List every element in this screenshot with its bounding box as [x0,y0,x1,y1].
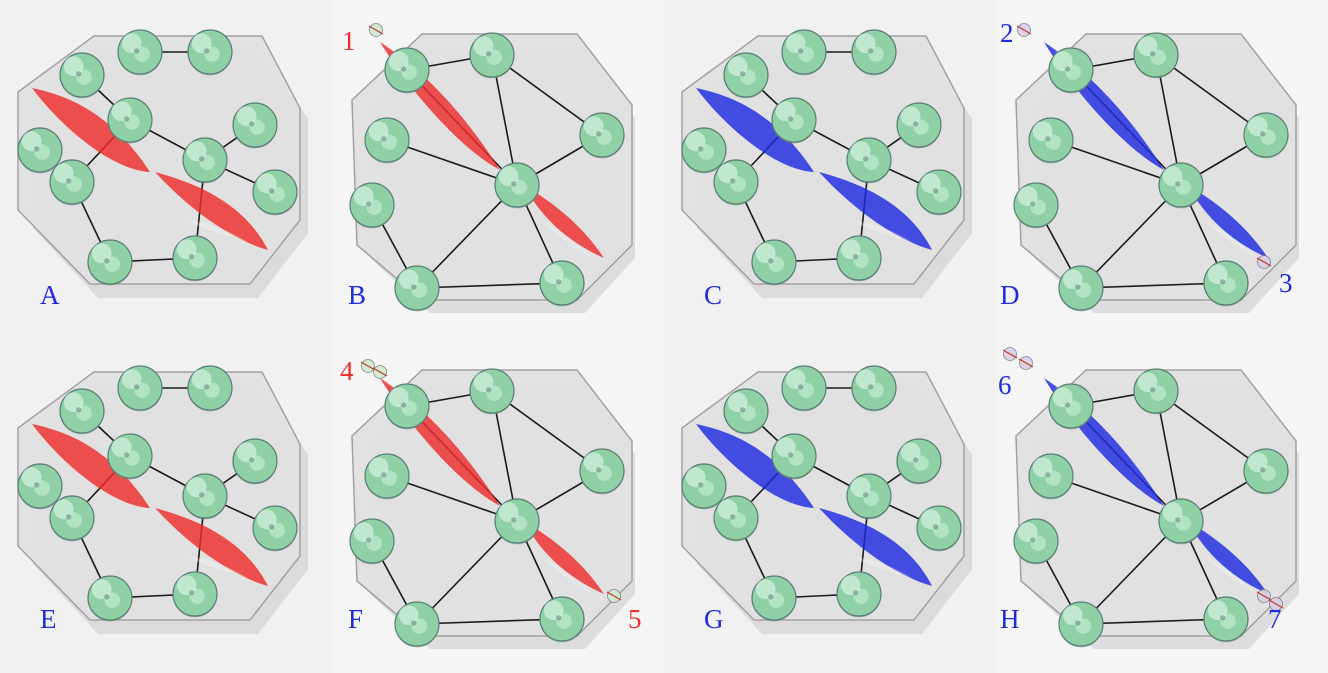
panel-b: B 1 [332,0,664,336]
marker-label-1: 1 [342,28,356,55]
panel-d: D 2 3 [996,0,1328,336]
panel-h: H 6 7 [996,336,1328,673]
panel-f: F 4 5 [332,336,664,673]
panel-label-g: G [704,606,724,633]
panel-c: C [664,0,996,336]
marker-label-4: 4 [340,358,354,385]
marker-label-7: 7 [1268,606,1282,633]
panel-label-d: D [1000,282,1020,309]
panel-g: G [664,336,996,673]
panel-label-a: A [40,282,60,309]
panel-label-c: C [704,282,722,309]
panel-label-e: E [40,606,57,633]
cluster-image-f [332,336,664,673]
panel-label-h: H [1000,606,1020,633]
panel-label-b: B [348,282,366,309]
panel-a: A [0,0,332,336]
marker-label-6: 6 [998,372,1012,399]
marker-label-5: 5 [628,606,642,633]
panel-e: E [0,336,332,673]
marker-label-2: 2 [1000,20,1014,47]
marker-label-3: 3 [1279,270,1293,297]
panel-label-f: F [348,606,363,633]
cluster-image-b [332,0,664,336]
